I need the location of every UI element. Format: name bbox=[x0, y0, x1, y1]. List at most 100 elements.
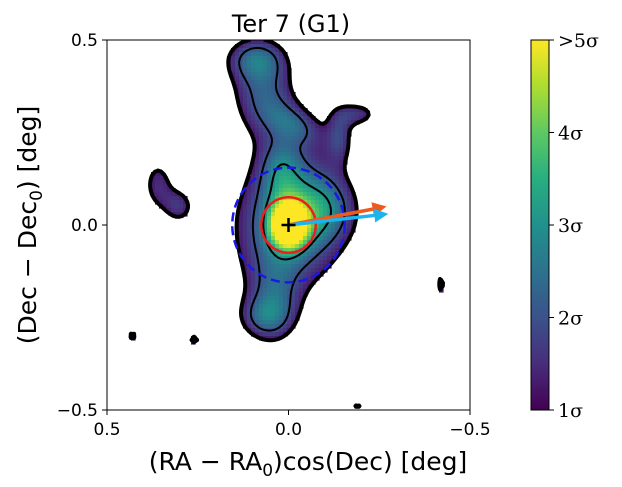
density-cell bbox=[283, 204, 288, 209]
density-cell bbox=[283, 176, 288, 181]
density-cell bbox=[315, 140, 320, 145]
density-cell bbox=[263, 92, 268, 97]
density-cell bbox=[267, 232, 272, 237]
density-cell bbox=[259, 316, 264, 321]
density-cell bbox=[167, 188, 172, 193]
density-cell bbox=[263, 148, 268, 153]
density-cell bbox=[259, 204, 264, 209]
density-cell bbox=[291, 228, 296, 233]
density-cell bbox=[299, 272, 304, 277]
density-cell bbox=[263, 88, 268, 93]
density-cell bbox=[271, 180, 276, 185]
density-cell bbox=[299, 156, 304, 161]
density-cell bbox=[335, 116, 340, 121]
density-cell bbox=[319, 268, 324, 273]
density-cell bbox=[339, 188, 344, 193]
density-cell bbox=[267, 304, 272, 309]
density-cell bbox=[295, 284, 300, 289]
density-cell bbox=[243, 260, 248, 265]
density-cell bbox=[259, 60, 264, 65]
density-cell bbox=[287, 208, 292, 213]
density-cell bbox=[319, 224, 324, 229]
density-cell bbox=[255, 300, 260, 305]
density-cell bbox=[319, 148, 324, 153]
density-cell bbox=[259, 80, 264, 85]
density-cell bbox=[267, 308, 272, 313]
density-cell bbox=[335, 156, 340, 161]
density-cell bbox=[247, 236, 252, 241]
density-cell bbox=[279, 76, 284, 81]
density-cell bbox=[335, 248, 340, 253]
density-cell bbox=[303, 144, 308, 149]
density-cell bbox=[275, 268, 280, 273]
density-cell bbox=[255, 108, 260, 113]
density-cell bbox=[339, 148, 344, 153]
density-cell bbox=[271, 72, 276, 77]
density-cell bbox=[303, 176, 308, 181]
density-cell bbox=[267, 260, 272, 265]
density-cell bbox=[251, 180, 256, 185]
density-cell bbox=[311, 128, 316, 133]
density-cell bbox=[243, 308, 248, 313]
density-cell bbox=[287, 176, 292, 181]
density-cell bbox=[315, 192, 320, 197]
density-cell bbox=[259, 248, 264, 253]
density-cell bbox=[311, 216, 316, 221]
density-cell bbox=[287, 88, 292, 93]
density-cell bbox=[291, 268, 296, 273]
density-cell bbox=[347, 188, 352, 193]
density-cell bbox=[263, 268, 268, 273]
density-cell bbox=[243, 316, 248, 321]
density-cell bbox=[255, 56, 260, 61]
density-cell bbox=[339, 140, 344, 145]
density-cell bbox=[251, 64, 256, 69]
density-cell bbox=[255, 128, 260, 133]
density-cell bbox=[323, 148, 328, 153]
density-cell bbox=[315, 200, 320, 205]
density-cell bbox=[295, 192, 300, 197]
density-cell bbox=[327, 132, 332, 137]
density-cell bbox=[267, 160, 272, 165]
density-cell bbox=[291, 172, 296, 177]
density-cell bbox=[263, 188, 268, 193]
density-cell bbox=[323, 256, 328, 261]
density-cell bbox=[263, 304, 268, 309]
density-cell bbox=[275, 168, 280, 173]
density-cell bbox=[339, 116, 344, 121]
density-cell bbox=[279, 68, 284, 73]
density-cell bbox=[279, 84, 284, 89]
density-cell bbox=[335, 208, 340, 213]
density-cell bbox=[295, 156, 300, 161]
density-cell bbox=[303, 224, 308, 229]
density-cell bbox=[255, 212, 260, 217]
density-cell bbox=[259, 72, 264, 77]
density-cell bbox=[283, 184, 288, 189]
density-cell bbox=[279, 52, 284, 57]
density-cell bbox=[275, 212, 280, 217]
density-cell bbox=[271, 112, 276, 117]
density-cell bbox=[255, 200, 260, 205]
density-cell bbox=[159, 176, 164, 181]
density-cell bbox=[307, 192, 312, 197]
density-cell bbox=[283, 164, 288, 169]
density-cell bbox=[255, 176, 260, 181]
density-cell bbox=[235, 52, 240, 57]
density-cell bbox=[275, 112, 280, 117]
density-cell bbox=[271, 188, 276, 193]
density-cell bbox=[243, 64, 248, 69]
density-cell bbox=[323, 144, 328, 149]
density-cell bbox=[151, 188, 156, 193]
density-cell bbox=[343, 184, 348, 189]
density-cell bbox=[255, 232, 260, 237]
density-cell bbox=[303, 212, 308, 217]
density-cell bbox=[347, 196, 352, 201]
density-cell bbox=[271, 272, 276, 277]
density-cell bbox=[279, 200, 284, 205]
density-cell bbox=[315, 132, 320, 137]
density-cell bbox=[267, 104, 272, 109]
density-cell bbox=[295, 268, 300, 273]
density-cell bbox=[255, 168, 260, 173]
density-cell bbox=[327, 164, 332, 169]
density-cell bbox=[267, 208, 272, 213]
density-cell bbox=[315, 208, 320, 213]
